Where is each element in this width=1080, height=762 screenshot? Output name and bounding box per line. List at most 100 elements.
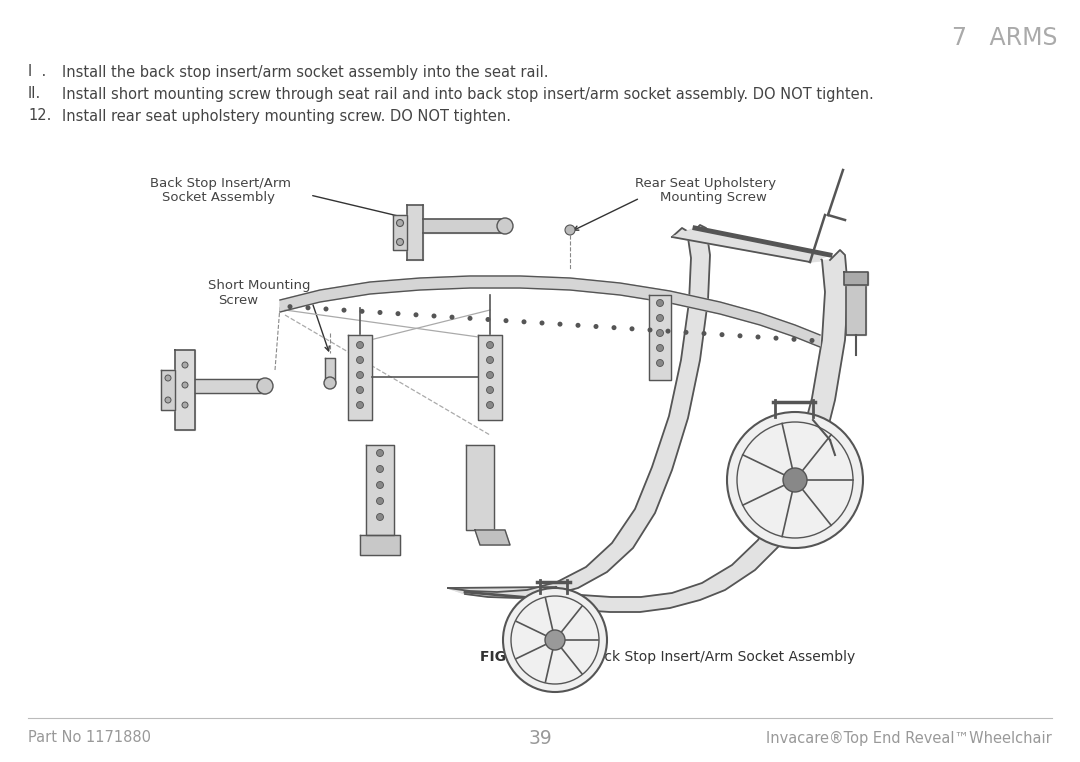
Circle shape [356, 402, 364, 408]
Text: Rear Seat Upholstery: Rear Seat Upholstery [635, 177, 777, 190]
Text: Install short mounting screw through seat rail and into back stop insert/arm soc: Install short mounting screw through sea… [62, 87, 874, 101]
Circle shape [377, 450, 383, 456]
Circle shape [360, 309, 365, 314]
Circle shape [545, 630, 565, 650]
Circle shape [557, 322, 563, 327]
Text: 7   ARMS: 7 ARMS [953, 26, 1058, 50]
Polygon shape [672, 228, 831, 262]
Circle shape [727, 412, 863, 548]
Circle shape [486, 341, 494, 348]
Circle shape [657, 344, 663, 351]
Circle shape [665, 328, 671, 334]
Circle shape [773, 335, 779, 341]
Polygon shape [423, 219, 505, 233]
Polygon shape [366, 445, 394, 535]
Circle shape [396, 239, 404, 245]
Circle shape [810, 338, 814, 343]
Polygon shape [649, 295, 671, 380]
Circle shape [395, 311, 401, 316]
Text: Invacare®Top End Reveal™Wheelchair: Invacare®Top End Reveal™Wheelchair [766, 731, 1052, 745]
Circle shape [486, 372, 494, 379]
Circle shape [449, 315, 455, 319]
Text: FIGURE 4: FIGURE 4 [480, 650, 552, 664]
Circle shape [287, 304, 293, 309]
Circle shape [540, 321, 544, 325]
Polygon shape [360, 535, 400, 555]
Polygon shape [478, 335, 502, 420]
Text: I  .: I . [28, 65, 46, 79]
Circle shape [356, 357, 364, 363]
Polygon shape [195, 379, 265, 393]
Circle shape [356, 341, 364, 348]
Circle shape [324, 306, 328, 312]
Circle shape [306, 306, 311, 310]
Circle shape [486, 402, 494, 408]
Circle shape [324, 377, 336, 389]
Circle shape [377, 466, 383, 472]
Circle shape [657, 299, 663, 306]
Circle shape [611, 325, 617, 330]
Circle shape [486, 357, 494, 363]
Circle shape [497, 218, 513, 234]
Circle shape [792, 337, 797, 342]
Text: Install Back Stop Insert/Arm Socket Assembly: Install Back Stop Insert/Arm Socket Asse… [540, 650, 855, 664]
Circle shape [341, 308, 347, 312]
Polygon shape [393, 215, 407, 250]
Circle shape [594, 324, 598, 329]
Polygon shape [348, 335, 372, 420]
Polygon shape [555, 250, 848, 612]
Circle shape [356, 372, 364, 379]
Polygon shape [325, 358, 335, 383]
Text: Mounting Screw: Mounting Screw [660, 191, 767, 204]
Circle shape [165, 375, 171, 381]
Circle shape [648, 328, 652, 332]
Circle shape [377, 514, 383, 520]
Circle shape [657, 360, 663, 367]
Polygon shape [175, 350, 195, 430]
Polygon shape [843, 272, 868, 285]
Circle shape [377, 482, 383, 488]
Circle shape [503, 588, 607, 692]
Text: Socket Assembly: Socket Assembly [162, 191, 275, 204]
Polygon shape [465, 445, 494, 530]
Polygon shape [280, 276, 820, 347]
Circle shape [468, 315, 473, 321]
Circle shape [738, 333, 743, 338]
Polygon shape [846, 280, 866, 335]
Circle shape [503, 319, 509, 323]
Circle shape [630, 326, 635, 331]
Circle shape [486, 317, 490, 322]
Circle shape [576, 323, 581, 328]
Circle shape [432, 313, 436, 319]
Circle shape [165, 397, 171, 403]
Circle shape [486, 386, 494, 393]
Text: 12.: 12. [28, 108, 52, 123]
Text: Short Mounting: Short Mounting [208, 278, 311, 292]
Circle shape [414, 312, 419, 317]
Circle shape [657, 315, 663, 322]
Text: II.: II. [28, 87, 41, 101]
Circle shape [702, 331, 706, 336]
Text: Part No 1171880: Part No 1171880 [28, 731, 151, 745]
Polygon shape [161, 370, 175, 410]
Text: Install rear seat upholstery mounting screw. DO NOT tighten.: Install rear seat upholstery mounting sc… [62, 108, 511, 123]
Circle shape [377, 498, 383, 504]
Circle shape [183, 362, 188, 368]
Circle shape [356, 386, 364, 393]
Circle shape [522, 319, 527, 325]
Circle shape [378, 310, 382, 315]
Polygon shape [407, 205, 423, 260]
Polygon shape [448, 587, 556, 600]
Circle shape [183, 382, 188, 388]
Circle shape [257, 378, 273, 394]
Circle shape [396, 219, 404, 226]
Text: Back Stop Insert/Arm: Back Stop Insert/Arm [150, 177, 291, 190]
Polygon shape [475, 530, 510, 545]
Circle shape [719, 332, 725, 337]
Circle shape [183, 402, 188, 408]
Circle shape [756, 335, 760, 340]
Circle shape [565, 225, 575, 235]
Text: Install the back stop insert/arm socket assembly into the seat rail.: Install the back stop insert/arm socket … [62, 65, 549, 79]
Circle shape [657, 329, 663, 337]
Polygon shape [448, 225, 710, 598]
